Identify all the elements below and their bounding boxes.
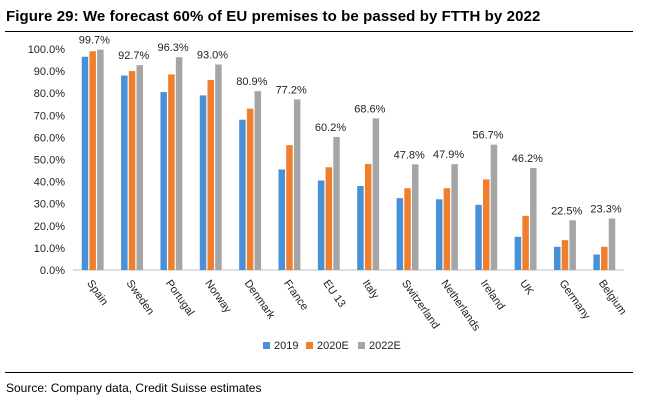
bar-2019: [554, 246, 561, 270]
y-tick-label: 0.0%: [40, 265, 65, 277]
bar-2022e: [97, 49, 104, 271]
category-label: France: [281, 278, 310, 313]
data-label: 47.9%: [433, 149, 464, 161]
category-label: Belgium: [596, 278, 629, 317]
figure-title: Figure 29: We forecast 60% of EU premise…: [6, 8, 541, 25]
bar-2019: [514, 236, 522, 270]
data-label: 47.8%: [394, 149, 425, 161]
y-tick-label: 60.0%: [34, 132, 65, 144]
category-label: Italy: [360, 278, 382, 302]
category-label: Norway: [202, 278, 234, 316]
data-label: 93.0%: [197, 49, 228, 61]
bar-2022e: [530, 167, 537, 270]
bar-2022e: [136, 65, 143, 271]
top-rule: [5, 31, 633, 32]
legend-label: 2019: [274, 340, 298, 352]
category-label: UK: [517, 278, 536, 298]
category-label: Germany: [557, 278, 593, 322]
bar-2019: [121, 75, 128, 271]
category-label: Ireland: [478, 278, 507, 312]
data-label: 92.7%: [118, 50, 149, 62]
y-tick-label: 50.0%: [34, 155, 65, 167]
bar-2019: [278, 169, 286, 270]
bar-2022e: [293, 99, 301, 270]
bar-2022e: [411, 164, 419, 270]
bar-2019: [317, 180, 325, 270]
y-tick-label: 80.0%: [34, 88, 65, 100]
bar-2020e: [443, 188, 451, 270]
data-label: 56.7%: [472, 130, 503, 142]
bar-2019: [396, 198, 404, 270]
category-label: Spain: [84, 278, 110, 308]
category-label: Portugal: [163, 278, 196, 318]
data-label: 80.9%: [236, 76, 267, 88]
y-tick-label: 100.0%: [28, 44, 66, 56]
bar-2020e: [404, 188, 411, 270]
y-tick-label: 30.0%: [34, 199, 65, 211]
bar-2022e: [372, 118, 380, 270]
bar-2019: [199, 95, 207, 270]
legend-label: 2022E: [369, 340, 401, 352]
bar-2020e: [207, 79, 214, 270]
y-tick-label: 90.0%: [34, 66, 65, 78]
bar-2020e: [561, 240, 569, 270]
bar-2022e: [451, 164, 458, 270]
bar-2019: [435, 199, 443, 270]
category-label: Switzerland: [399, 278, 441, 331]
data-label: 60.2%: [315, 122, 346, 134]
data-label: 96.3%: [157, 42, 188, 54]
bar-2020e: [286, 145, 293, 270]
bar-2022e: [333, 136, 340, 270]
category-label: EU 13: [320, 278, 347, 310]
bar-2020e: [246, 108, 254, 270]
bar-2020e: [325, 167, 333, 270]
bottom-rule: [5, 372, 633, 373]
bar-2020e: [168, 74, 175, 270]
y-tick-label: 40.0%: [34, 177, 65, 189]
legend-swatch-2020e: [306, 342, 313, 349]
source-note: Source: Company data, Credit Suisse esti…: [6, 381, 262, 395]
data-label: 68.6%: [354, 103, 385, 115]
bar-2019: [357, 186, 364, 270]
y-tick-label: 70.0%: [34, 110, 65, 122]
legend-swatch-2022e: [358, 342, 365, 349]
bar-2019: [239, 119, 246, 270]
bar-2022e: [215, 64, 222, 270]
category-label: Denmark: [242, 278, 278, 322]
bar-chart: 0.0% 10.0% 20.0% 30.0% 40.0% 50.0% 60.0% 70.0% 8…: [28, 35, 629, 352]
bar-2022e: [490, 144, 498, 270]
legend-label: 2020E: [317, 340, 349, 352]
data-label: 22.5%: [551, 205, 582, 217]
bar-2022e: [608, 218, 616, 270]
bar-2020e: [483, 179, 490, 270]
bar-2020e: [364, 163, 372, 270]
bar-2022e: [254, 91, 262, 270]
category-label: Sweden: [124, 278, 157, 317]
bar-2020e: [89, 51, 96, 271]
bar-2019: [593, 254, 600, 270]
y-tick-label: 10.0%: [34, 243, 65, 255]
bar-2019: [475, 204, 482, 270]
bar-2019: [81, 56, 89, 270]
data-label: 23.3%: [590, 204, 621, 216]
legend-swatch-2019: [263, 342, 270, 349]
bar-2022e: [569, 220, 576, 270]
data-label: 77.2%: [276, 84, 307, 96]
bar-2022e: [175, 57, 183, 270]
category-label: Netherlands: [438, 278, 482, 334]
bar-2019: [160, 92, 167, 270]
bar-2020e: [128, 71, 136, 270]
data-label: 99.7%: [79, 35, 110, 47]
data-label: 46.2%: [512, 153, 543, 165]
bar-2020e: [601, 246, 608, 270]
bar-2020e: [522, 215, 529, 270]
y-tick-label: 20.0%: [34, 221, 65, 233]
